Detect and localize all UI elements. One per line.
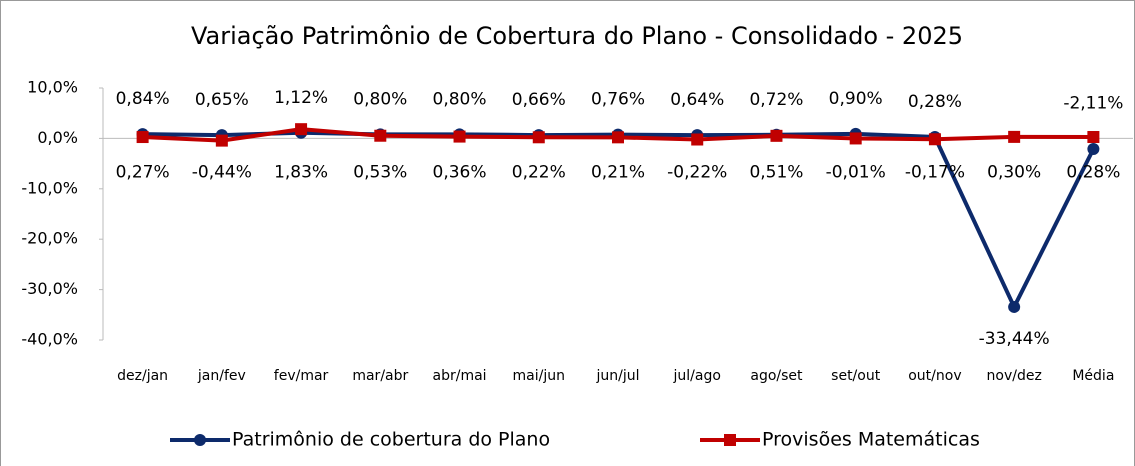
legend-label: Patrimônio de cobertura do Plano <box>232 429 550 451</box>
data-label: 0,66% <box>512 90 566 110</box>
marker <box>691 133 704 146</box>
x-tick-label: abr/mai <box>433 368 487 384</box>
data-label: -0,22% <box>667 162 727 182</box>
data-label: 0,80% <box>353 89 407 109</box>
marker <box>1087 130 1100 143</box>
data-label: 1,83% <box>274 162 328 182</box>
y-tick-label: 10,0% <box>27 78 78 97</box>
legend-label: Provisões Matemáticas <box>762 429 980 451</box>
chart-title: Variação Patrimônio de Cobertura do Plan… <box>191 22 963 50</box>
data-label: 0,64% <box>670 90 724 110</box>
data-label: 0,28% <box>908 92 962 112</box>
data-label: 0,72% <box>749 90 803 110</box>
marker <box>770 129 783 142</box>
legend-marker <box>194 434 206 446</box>
y-tick-label: -20,0% <box>21 229 78 248</box>
data-label: 0,28% <box>1066 162 1120 182</box>
data-label: -33,44% <box>979 329 1050 349</box>
marker <box>1087 143 1100 156</box>
data-label: 0,90% <box>829 89 883 109</box>
marker <box>215 134 228 147</box>
x-tick-label: set/out <box>831 368 881 384</box>
x-tick-label: ago/set <box>750 368 803 384</box>
data-label: 0,80% <box>433 89 487 109</box>
x-tick-label: out/nov <box>908 368 961 384</box>
legend-marker <box>724 434 736 446</box>
y-tick-label: 0,0% <box>37 128 78 147</box>
data-label: 0,22% <box>512 162 566 182</box>
data-label: 0,21% <box>591 162 645 182</box>
marker <box>295 123 308 136</box>
x-tick-label: dez/jan <box>117 368 168 384</box>
marker <box>928 133 941 146</box>
x-tick-label: mar/abr <box>352 368 408 384</box>
x-tick-label: Média <box>1072 368 1114 384</box>
marker <box>1008 300 1021 313</box>
data-label: 0,30% <box>987 162 1041 182</box>
data-label: 0,84% <box>116 89 170 109</box>
x-tick-label: mai/jun <box>513 368 565 384</box>
y-tick-label: -40,0% <box>21 330 78 349</box>
marker <box>453 130 466 143</box>
marker <box>136 131 149 144</box>
x-tick-label: jun/jul <box>595 368 639 384</box>
x-tick-label: jan/fev <box>197 368 246 384</box>
data-label: -2,11% <box>1063 93 1123 113</box>
x-tick-label: jul/ago <box>673 368 721 384</box>
marker <box>1008 130 1021 143</box>
marker <box>374 129 387 142</box>
marker <box>612 131 624 144</box>
x-tick-label: nov/dez <box>987 368 1042 384</box>
y-tick-label: -10,0% <box>21 178 78 197</box>
data-label: 0,65% <box>195 90 249 110</box>
data-label: -0,44% <box>192 162 252 182</box>
data-label: 0,53% <box>353 162 407 182</box>
y-tick-label: -30,0% <box>21 279 78 298</box>
marker <box>849 132 862 145</box>
data-label: 1,12% <box>274 88 328 108</box>
data-label: 0,27% <box>116 162 170 182</box>
data-label: 0,76% <box>591 90 645 110</box>
data-label: 0,51% <box>749 162 803 182</box>
data-label: -0,17% <box>905 162 965 182</box>
data-label: 0,36% <box>433 162 487 182</box>
marker <box>532 131 545 144</box>
x-tick-label: fev/mar <box>274 368 329 384</box>
data-label: -0,01% <box>826 162 886 182</box>
